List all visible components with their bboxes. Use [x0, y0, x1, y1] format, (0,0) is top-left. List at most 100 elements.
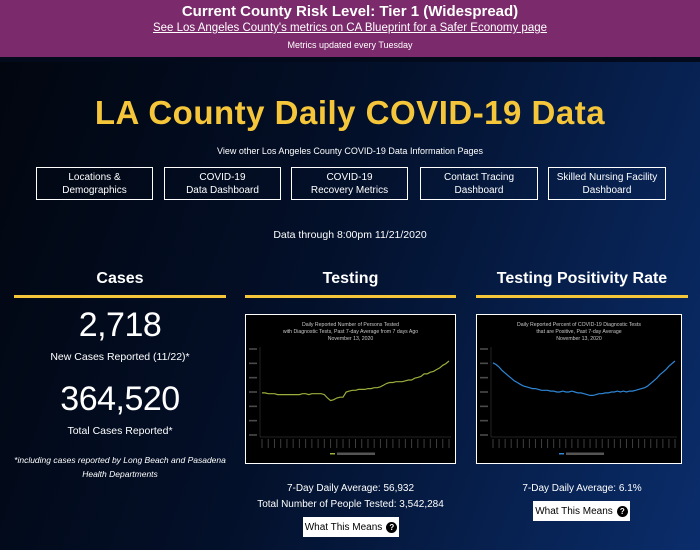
testing-chart-svg: Daily Reported Number of Persons Tested … [249, 322, 451, 455]
dashboard-panel: LA County Daily COVID-19 Data View other… [0, 62, 700, 550]
positivity-x-tick-label [613, 439, 615, 448]
positivity-y-tick-label [480, 362, 488, 365]
testing-x-tick-label [448, 439, 450, 448]
testing-x-tick-label [342, 439, 344, 448]
positivity-x-tick-label [534, 439, 536, 448]
positivity-chart: Daily Reported Percent of COVID-19 Diagn… [476, 314, 682, 464]
positivity-chart-title-1: Daily Reported Percent of COVID-19 Diagn… [517, 322, 641, 328]
testing-y-tick-label [249, 376, 257, 379]
positivity-what-this-means-button[interactable]: What This Means ? [533, 501, 630, 521]
new-cases-count: 2,718 [78, 306, 162, 344]
testing-legend-text [337, 452, 375, 455]
positivity-x-tick-label [650, 439, 652, 448]
cases-divider [14, 295, 226, 298]
testing-divider [245, 295, 456, 298]
positivity-x-tick-label [595, 439, 597, 448]
testing-x-tick-label [323, 439, 325, 448]
positivity-x-tick-label [559, 439, 561, 448]
positivity-y-tick-label [480, 376, 488, 379]
positivity-x-tick-label [589, 439, 591, 448]
positivity-x-tick-label [632, 439, 634, 448]
testing-chart-title-1: Daily Reported Number of Persons Tested [302, 322, 399, 328]
nav-contact-tracing-button[interactable]: Contact Tracing Dashboard [420, 167, 538, 200]
testing-x-tick-label [398, 439, 400, 448]
blueprint-link[interactable]: See Los Angeles County's metrics on CA B… [152, 22, 548, 34]
positivity-x-tick-label [668, 439, 670, 448]
testing-x-tick-label [411, 439, 413, 448]
testing-y-tick-label [249, 391, 257, 393]
positivity-x-tick-label [619, 439, 621, 448]
positivity-divider [476, 295, 688, 298]
testing-x-tick-label [417, 439, 419, 448]
data-through-date: Data through 8:00pm 11/21/2020 [273, 229, 427, 241]
testing-chart-title-3: November 13, 2020 [328, 336, 374, 342]
nav-locations-demographics-button[interactable]: Locations & Demographics [36, 167, 153, 200]
positivity-x-tick-label [504, 439, 506, 448]
testing-x-tick-label [267, 439, 269, 448]
positivity-x-tick-label [662, 439, 664, 448]
positivity-x-tick-label [625, 439, 627, 448]
positivity-x-tick-label [541, 439, 543, 448]
testing-series-line [262, 360, 450, 402]
question-circle-icon: ? [616, 505, 628, 517]
metrics-updated-note: Metrics updated every Tuesday [287, 40, 413, 50]
testing-x-tick-label [305, 439, 307, 448]
positivity-x-tick-label [607, 439, 609, 448]
testing-y-tick-label [249, 419, 257, 422]
cases-footnote: *including cases reported by Long Beach … [14, 455, 226, 479]
positivity-x-tick-label [656, 439, 658, 448]
testing-legend-swatch [330, 453, 335, 455]
positivity-x-tick-label [571, 439, 573, 448]
testing-x-tick-label [292, 439, 294, 448]
positivity-x-tick-label [644, 439, 646, 448]
positivity-x-tick-label [583, 439, 585, 448]
positivity-legend-swatch [559, 453, 564, 455]
testing-daily-average: 7-Day Daily Average: 56,932 [286, 483, 415, 494]
positivity-chart-title-2: that are Positive, Past 7-day Average [536, 329, 621, 335]
question-circle-icon: ? [386, 521, 398, 533]
positivity-chart-title-3: November 13, 2020 [556, 336, 602, 342]
positivity-x-tick-label [577, 439, 579, 448]
positivity-x-tick-label [601, 439, 603, 448]
testing-x-tick-label [336, 439, 338, 448]
positivity-x-tick-label [498, 439, 500, 448]
positivity-x-tick-label [638, 439, 640, 448]
testing-x-tick-label [361, 439, 363, 448]
positivity-x-tick-label [492, 439, 494, 448]
positivity-chart-svg: Daily Reported Percent of COVID-19 Diagn… [480, 322, 677, 455]
positivity-x-tick-label [528, 439, 530, 448]
nav-data-dashboard-button[interactable]: COVID-19 Data Dashboard [164, 167, 281, 200]
testing-x-tick-label [286, 439, 288, 448]
testing-what-this-means-label: What This Means [304, 521, 383, 533]
testing-x-tick-label [317, 439, 319, 448]
nav-recovery-metrics-button[interactable]: COVID-19 Recovery Metrics [291, 167, 408, 200]
testing-x-tick-label [367, 439, 369, 448]
testing-x-tick-label [386, 439, 388, 448]
testing-x-tick-label [392, 439, 394, 448]
positivity-y-tick-label [480, 348, 488, 350]
testing-x-tick-label [423, 439, 425, 448]
positivity-daily-average: 7-Day Daily Average: 6.1% [522, 483, 642, 494]
positivity-x-tick-label [565, 439, 567, 448]
testing-x-tick-label [404, 439, 406, 448]
testing-what-this-means-button[interactable]: What This Means ? [303, 517, 399, 537]
total-cases-label: Total Cases Reported* [67, 425, 173, 437]
nav-skilled-nursing-button[interactable]: Skilled Nursing Facility Dashboard [548, 167, 666, 200]
positivity-x-tick-label [510, 439, 512, 448]
testing-tick-marks [249, 348, 450, 448]
testing-y-tick-label [249, 348, 257, 350]
positivity-y-tick-label [480, 434, 488, 436]
positivity-tick-marks [480, 348, 676, 448]
testing-x-tick-label [261, 439, 263, 448]
testing-total-tested: Total Number of People Tested: 3,542,284 [257, 499, 444, 510]
positivity-heading: Testing Positivity Rate [496, 270, 668, 287]
positivity-y-tick-label [480, 391, 488, 393]
testing-heading: Testing [322, 270, 379, 287]
testing-x-tick-label [311, 439, 313, 448]
testing-x-tick-label [373, 439, 375, 448]
positivity-x-tick-label [553, 439, 555, 448]
positivity-legend-text [566, 452, 604, 455]
testing-x-tick-label [273, 439, 275, 448]
positivity-y-tick-label [480, 419, 488, 422]
testing-x-tick-label [280, 439, 282, 448]
